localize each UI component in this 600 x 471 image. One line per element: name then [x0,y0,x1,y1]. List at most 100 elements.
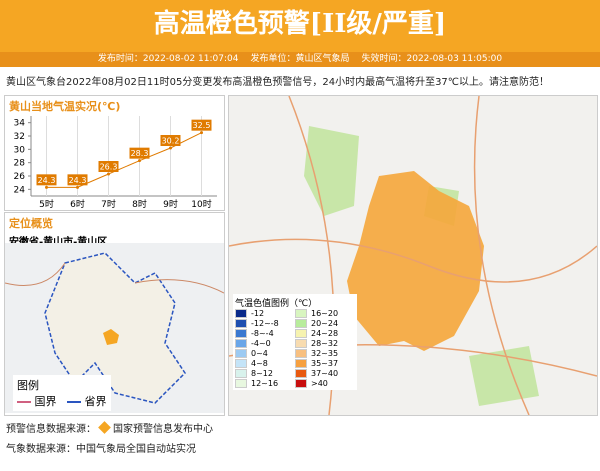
legend-label: 37~40 [311,369,339,378]
x-tick-label: 7时 [101,198,116,210]
map-panel: 气温色值图例（℃） -12 16~20 -12~-8 20~24 -8~-4 24~28 -… [228,95,598,416]
warning-source-label: 预警信息数据来源： [6,424,96,435]
value-label-box [67,174,88,186]
issuer: 发布单位：黄山区气象局 [250,54,350,64]
legend-label: 0~4 [251,349,268,358]
legend-item: 4~8 [235,359,295,368]
legend-swatch [295,309,307,318]
point [76,185,79,189]
point [138,159,141,163]
value-label: 28.3 [131,149,149,158]
legend-label: 35~37 [311,359,339,368]
location-title: 定位概览 [9,217,53,230]
header-meta: 发布时间：2022-08-02 11:07:04 发布单位：黄山区气象局 失效时间：… [0,52,600,67]
chart-title: 黄山当地气温实况(℃) [9,100,121,113]
legend-item: 8~12 [235,369,295,378]
legend-swatch [295,339,307,348]
legend-label: 20~24 [311,319,339,328]
legend-item: 国界 [34,395,57,408]
legend-swatch [295,379,307,388]
value-label-box [98,161,119,172]
expire-time: 失效时间：2022-08-03 11:05:00 [361,54,503,64]
y-tick-label: 28 [14,159,26,169]
location-place: 安徽省-黄山市-黄山区 [9,237,108,248]
legend-item: 24~28 [295,329,355,338]
legend-label: 4~8 [251,359,268,368]
legend-item: 0~4 [235,349,295,358]
weather-source: 气象数据来源：中国气象局全国自动站实况 [6,444,196,455]
legend-label: 28~32 [311,339,339,348]
legend-swatch [235,309,247,318]
legend-item: -4~0 [235,339,295,348]
legend-item: 20~24 [295,319,355,328]
value-label-box [129,147,150,159]
point [169,146,172,150]
legend-label: 8~12 [251,369,273,378]
chart: 24 26 28 30 32 34 24.3 5时 24.3 6时 26.3 7时 28.3 8时 30.2… [14,116,217,210]
map-legend-title: 气温色值图例（℃） [235,299,318,309]
x-tick-label: 10时 [191,198,211,210]
header-title: 高温橙色预警[II级/严重] [0,0,600,52]
value-label: 26.3 [100,163,118,172]
legend-label: 16~20 [311,309,339,318]
legend-item: 37~40 [295,369,355,378]
legend-swatch [295,369,307,378]
footer-line: 预警信息数据来源： 国家预警信息发布中心 [6,420,213,435]
value-label: 30.2 [162,137,180,146]
map [229,96,597,415]
legend-swatch [235,319,247,328]
value-label: 32.5 [193,121,211,130]
legend-title: 图例 [17,379,39,392]
legend-swatch [235,379,247,388]
map-legend: 气温色值图例（℃） -12 16~20 -12~-8 20~24 -8~-4 24~28 -… [233,294,357,390]
location-panel: 定位概览 安徽省-黄山市-黄山区 图例 国界 省界 [4,212,225,416]
issue-time: 发布时间：2022-08-02 11:07:04 [97,54,239,64]
point [45,185,48,189]
x-tick-label: 6时 [70,198,85,210]
y-tick-label: 26 [14,172,26,182]
legend-label: -12 [251,309,265,318]
legend-label: -8~-4 [251,329,274,338]
legend-label: -4~0 [251,339,271,348]
y-tick-label: 30 [14,145,26,155]
chart-panel: 黄山当地气温实况(℃) 24 26 28 30 32 34 24.3 5时 24.3 6时 26.3… [4,95,225,211]
legend-label: 24~28 [311,329,339,338]
x-tick-label: 5时 [39,198,54,210]
legend-item: 28~32 [295,339,355,348]
legend-item: 32~35 [295,349,355,358]
legend-label: -12~-8 [251,319,279,328]
legend-item: 12~16 [235,379,295,388]
location-legend: 图例 国界 省界 [13,375,111,411]
y-tick-label: 34 [14,119,26,129]
legend-item: 省界 [84,395,107,408]
legend-swatch [295,329,307,338]
legend-swatch [295,359,307,368]
legend-label: 12~16 [251,379,279,388]
legend-swatch [235,339,247,348]
value-label-box [191,119,212,131]
x-tick-label: 9时 [163,198,178,210]
legend-label: 32~35 [311,349,339,358]
y-tick-label: 24 [14,185,26,195]
value-label: 24.3 [69,176,87,185]
legend-swatch [295,319,307,328]
overview-map [5,243,224,413]
warning-source: 国家预警信息发布中心 [113,424,213,435]
legend-swatch [235,349,247,358]
legend-swatch [235,359,247,368]
legend-item: -8~-4 [235,329,295,338]
value-label: 24.3 [38,176,56,185]
value-label-box [36,174,57,186]
legend-label: >40 [311,379,328,388]
value-label-box [160,135,181,146]
legend-item: 35~37 [295,359,355,368]
notice: 黄山区气象台2022年08月02日11时05分变更发布高温橙色预警信号，24小时… [6,77,550,88]
legend-swatch [235,329,247,338]
legend-item: 16~20 [295,309,355,318]
legend-swatch [295,349,307,358]
x-tick-label: 8时 [132,198,147,210]
legend-swatch [235,369,247,378]
legend-item: -12~-8 [235,319,295,328]
legend-item: -12 [235,309,295,318]
